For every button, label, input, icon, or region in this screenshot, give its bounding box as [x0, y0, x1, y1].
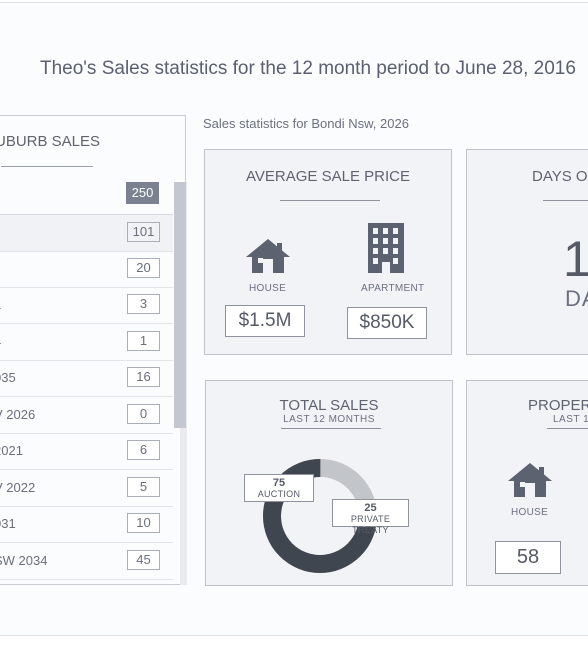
suburb-count: 16	[127, 367, 160, 387]
suburb-name: 035	[0, 370, 16, 385]
suburb-sales-title: UBURB SALES	[0, 133, 101, 150]
suburb-count: 0	[127, 403, 160, 424]
house-label: HOUSE	[511, 507, 549, 518]
apartment-label: APARTMENT	[361, 283, 425, 294]
suburb-count: 5	[127, 476, 160, 497]
private-treaty-label: PRIVATE TREATY	[350, 514, 391, 535]
suburb-count: 3	[127, 294, 160, 314]
house-icon	[246, 239, 290, 273]
list-item[interactable]: 20	[0, 251, 173, 288]
list-item[interactable]: SW 2034 45	[0, 543, 173, 580]
page-subtitle: Sales statistics for Bondi Nsw, 2026	[203, 116, 409, 131]
apartment-icon	[368, 223, 404, 273]
suburb-name: SW 2034	[0, 552, 48, 568]
suburb-name: 031	[0, 516, 16, 531]
private-treaty-callout: 25 PRIVATE TREATY	[332, 499, 409, 535]
suburb-name: 4	[0, 334, 1, 349]
list-item[interactable]: 41	[0, 324, 173, 361]
title-divider	[281, 428, 381, 429]
suburb-count: 6	[127, 440, 160, 460]
suburb-count: 20	[127, 257, 160, 278]
list-item[interactable]: 031 10	[0, 506, 173, 543]
list-item[interactable]: V 2022 5	[0, 470, 173, 507]
suburb-count: 1	[127, 330, 160, 351]
auction-value: 75	[272, 477, 286, 489]
page-title: Theo's Sales statistics for the 12 month…	[40, 58, 576, 79]
house-count-value: 58	[495, 541, 561, 574]
private-treaty-value: 25	[364, 502, 377, 514]
list-item[interactable]: 101	[0, 214, 173, 252]
card-title: PROPERT	[528, 397, 588, 414]
list-item[interactable]: 035 16	[0, 360, 173, 397]
title-divider	[543, 200, 588, 201]
title-divider	[547, 428, 588, 429]
days-on-market-card: DAYS ON 1 DA	[466, 149, 588, 355]
card-title: TOTAL SALES	[279, 397, 379, 414]
card-title: DAYS ON	[532, 168, 588, 185]
suburb-count: 101	[127, 222, 160, 242]
suburb-name: 2021	[0, 443, 23, 458]
apartment-price-value: $850K	[347, 307, 427, 339]
days-value: 1	[563, 231, 588, 287]
scrollbar-thumb[interactable]	[174, 182, 186, 428]
card-subtitle: LAST 12	[553, 414, 588, 425]
card-title: AVERAGE SALE PRICE	[246, 168, 410, 185]
property-card: PROPERT LAST 12 HOUSE 58	[466, 380, 588, 586]
list-item[interactable]: 2021 6	[0, 433, 173, 470]
title-divider	[1, 166, 93, 167]
house-icon	[508, 463, 552, 497]
card-subtitle: LAST 12 MONTHS	[283, 414, 375, 425]
total-sales-card: TOTAL SALES LAST 12 MONTHS 75 AUCTION 25…	[205, 380, 453, 586]
suburb-count: 10	[127, 513, 160, 533]
house-label: HOUSE	[249, 283, 287, 294]
suburb-count: 45	[127, 549, 160, 570]
suburb-name: 1	[0, 297, 1, 312]
list-item[interactable]: V 2026 0	[0, 397, 173, 434]
total-sales-badge: 250	[126, 182, 159, 204]
title-divider	[280, 200, 380, 201]
auction-label: AUCTION	[257, 489, 301, 499]
suburb-name: V 2022	[0, 479, 36, 495]
list-item[interactable]: 13	[0, 287, 173, 324]
suburb-name: V 2026	[0, 406, 36, 422]
auction-callout: 75 AUCTION	[244, 474, 314, 502]
days-unit: DA	[565, 286, 588, 311]
average-sale-price-card: AVERAGE SALE PRICE HOUSE APARTMENT $1.5M…	[204, 149, 452, 355]
house-price-value: $1.5M	[225, 305, 305, 337]
